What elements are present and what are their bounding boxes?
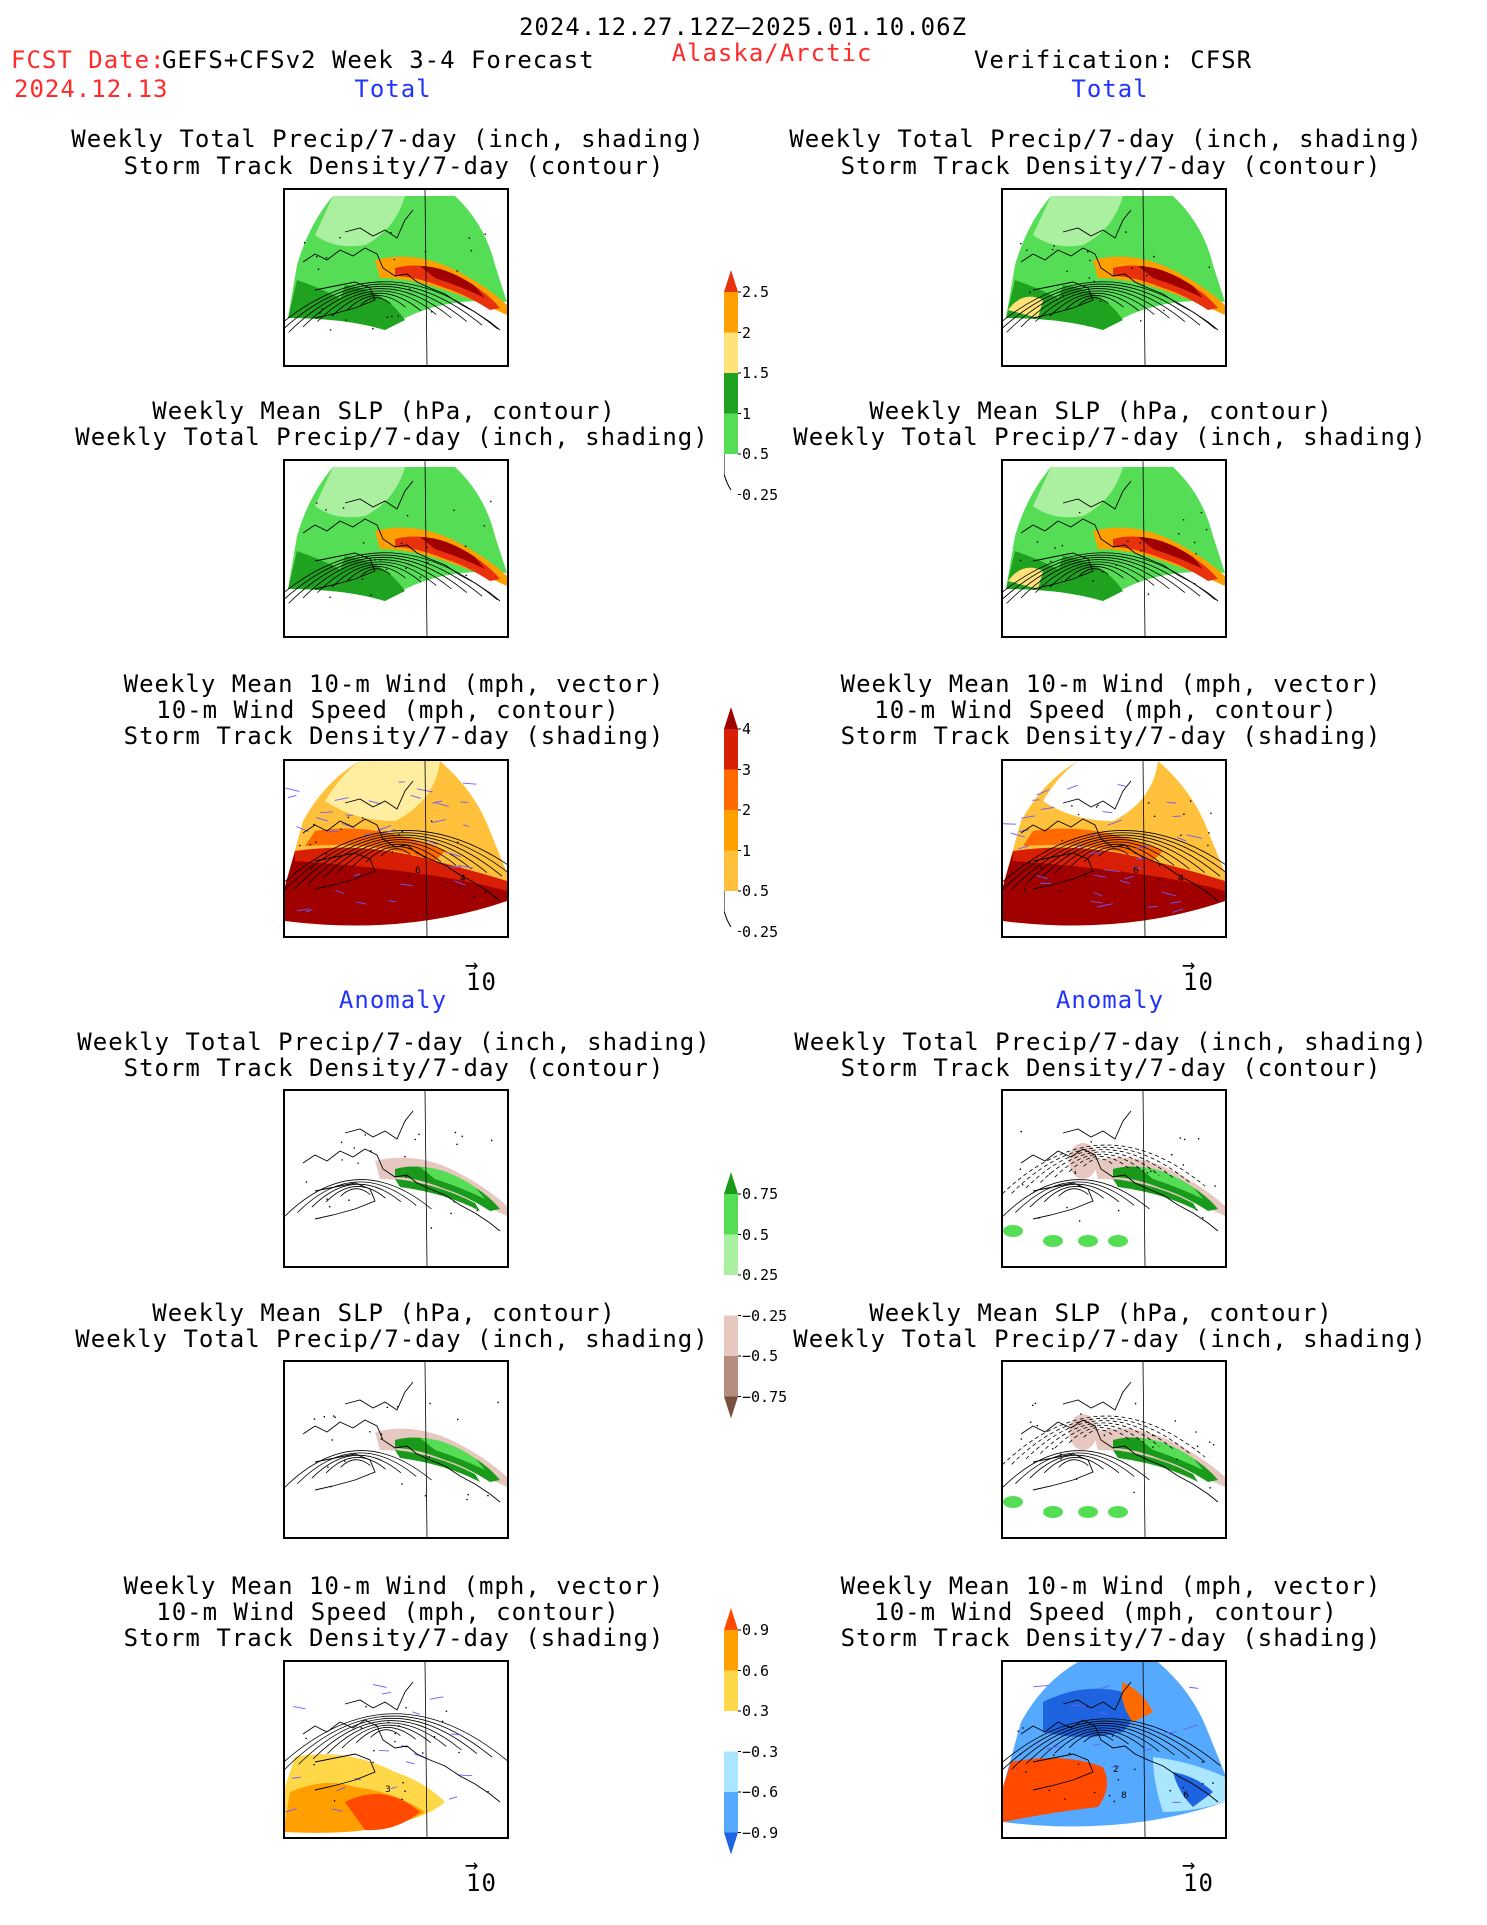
title-r4b: Storm Track Density/7-day (contour) [841, 1055, 1382, 1081]
title-l3b: 10-m Wind Speed (mph, contour) [156, 697, 619, 723]
colorbar-tick-label: 0.25 [742, 487, 778, 503]
contour-label: 6 [1133, 866, 1139, 876]
vector-ref-l6: 10 [466, 1870, 497, 1896]
map-panel-verif-slp-anom [1001, 1360, 1227, 1539]
title-l1a: Weekly Total Precip/7-day (inch, shading… [71, 126, 704, 152]
title-l1b: Storm Track Density/7-day (contour) [124, 153, 665, 179]
title-r5a: Weekly Mean SLP (hPa, contour) [869, 1300, 1332, 1326]
title-r3c: Storm Track Density/7-day (shading) [841, 723, 1382, 749]
title-l6a: Weekly Mean 10-m Wind (mph, vector) [124, 1573, 665, 1599]
map-panel-fcst-wind-total: 64 [283, 759, 509, 938]
map-panel-fcst-precip-anom [283, 1089, 509, 1268]
title-r5b: Weekly Total Precip/7-day (inch, shading… [793, 1326, 1426, 1352]
contour-label: 4 [1178, 874, 1184, 884]
title-l2a: Weekly Mean SLP (hPa, contour) [152, 398, 615, 424]
colorbar-storm-anomaly: 0.9 0.6 0.3 −0.3 −0.6 −0.9 [724, 1608, 784, 1889]
title-r6c: Storm Track Density/7-day (shading) [841, 1625, 1382, 1651]
colorbar-tick-label: 1 [742, 406, 751, 422]
map-panel-verif-wind-total: 64 [1001, 759, 1227, 938]
fcst-date: 2024.12.13 [14, 76, 169, 102]
colorbar-graphic [724, 707, 784, 943]
contour-label: 3 [385, 1785, 391, 1795]
vector-ref-r3: 10 [1183, 969, 1214, 995]
title-r6a: Weekly Mean 10-m Wind (mph, vector) [841, 1573, 1382, 1599]
title-l6b: 10-m Wind Speed (mph, contour) [156, 1599, 619, 1625]
colorbar-tick-label: −0.75 [742, 1389, 787, 1405]
title-l3a: Weekly Mean 10-m Wind (mph, vector) [124, 671, 665, 697]
section-anomaly-right: Anomaly [1056, 987, 1164, 1013]
title-l6c: Storm Track Density/7-day (shading) [124, 1625, 665, 1651]
colorbar-tick-label: −0.5 [742, 1348, 778, 1364]
colorbar-tick-label: 2.5 [742, 284, 769, 300]
section-total-right: Total [1071, 76, 1148, 102]
vector-ref-r6: 10 [1183, 1870, 1214, 1896]
map-panel-verif-precip-anom [1001, 1089, 1227, 1268]
colorbar-tick-label: −0.6 [742, 1784, 778, 1800]
forecast-period: 2024.12.27.12Z–2025.01.10.06Z [519, 14, 967, 40]
contour-label: 6 [415, 866, 421, 876]
region-label: Alaska/Arctic [672, 40, 873, 66]
title-l2b: Weekly Total Precip/7-day (inch, shading… [75, 424, 708, 450]
title-r6b: 10-m Wind Speed (mph, contour) [874, 1599, 1337, 1625]
colorbar-tick-label: 0.9 [742, 1622, 769, 1638]
colorbar-tick-label: 1 [742, 843, 751, 859]
contour-label: 2 [1113, 1765, 1119, 1775]
contour-label: 6 [1183, 1791, 1189, 1801]
title-r3a: Weekly Mean 10-m Wind (mph, vector) [841, 671, 1382, 697]
colorbar-tick-label: 0.25 [742, 1267, 778, 1283]
title-r3b: 10-m Wind Speed (mph, contour) [874, 697, 1337, 723]
title-r2a: Weekly Mean SLP (hPa, contour) [869, 398, 1332, 424]
colorbar-tick-label: 0.3 [742, 1703, 769, 1719]
model-label: GEFS+CFSv2 Week 3-4 Forecast [162, 47, 595, 73]
map-panel-verif-wind-anom: 2 8 6 [1001, 1660, 1227, 1839]
title-r4a: Weekly Total Precip/7-day (inch, shading… [794, 1029, 1427, 1055]
colorbar-tick-label: 0.25 [742, 924, 778, 940]
colorbar-tick-label: 0.5 [742, 1227, 769, 1243]
colorbar-storm-total: 4 3 2 1 0.5 0.25 [724, 707, 784, 947]
colorbar-tick-label: 2 [742, 802, 751, 818]
colorbar-tick-label: 0.5 [742, 446, 769, 462]
verification-label: Verification: CFSR [974, 47, 1252, 73]
title-r2b: Weekly Total Precip/7-day (inch, shading… [793, 424, 1426, 450]
title-r1b: Storm Track Density/7-day (contour) [841, 153, 1382, 179]
contour-label: 4 [460, 874, 466, 884]
colorbar-tick-label: −0.25 [742, 1308, 787, 1324]
colorbar-tick-label: 1.5 [742, 365, 769, 381]
title-l4a: Weekly Total Precip/7-day (inch, shading… [77, 1029, 710, 1055]
colorbar-tick-label: 2 [742, 325, 751, 341]
map-panel-verif-slp-total [1001, 459, 1227, 638]
map-panel-verif-precip-total [1001, 188, 1227, 367]
colorbar-precip-total: 2.5 2 1.5 1 0.5 0.25 [724, 270, 784, 510]
fcst-date-label: FCST Date: [11, 47, 166, 73]
colorbar-tick-label: −0.9 [742, 1825, 778, 1841]
contour-label: 8 [1121, 1791, 1127, 1801]
colorbar-graphic [724, 270, 784, 506]
colorbar-tick-label: 0.6 [742, 1663, 769, 1679]
map-panel-fcst-slp-total [283, 459, 509, 638]
map-panel-fcst-precip-total [283, 188, 509, 367]
colorbar-tick-label: 3 [742, 762, 751, 778]
colorbar-tick-label: 4 [742, 721, 751, 737]
colorbar-tick-label: 0.75 [742, 1186, 778, 1202]
vector-ref-l3: 10 [466, 969, 497, 995]
colorbar-tick-label: 0.5 [742, 883, 769, 899]
title-l4b: Storm Track Density/7-day (contour) [124, 1055, 665, 1081]
section-anomaly-left: Anomaly [339, 987, 447, 1013]
title-r1a: Weekly Total Precip/7-day (inch, shading… [789, 126, 1422, 152]
title-l5b: Weekly Total Precip/7-day (inch, shading… [75, 1326, 708, 1352]
map-panel-fcst-wind-anom: 3 [283, 1660, 509, 1839]
map-panel-fcst-slp-anom [283, 1360, 509, 1539]
title-l3c: Storm Track Density/7-day (shading) [124, 723, 665, 749]
section-total-left: Total [354, 76, 431, 102]
title-l5a: Weekly Mean SLP (hPa, contour) [152, 1300, 615, 1326]
colorbar-precip-anomaly: 0.75 0.5 0.25 −0.25 −0.5 −0.75 [724, 1172, 784, 1453]
colorbar-tick-label: −0.3 [742, 1744, 778, 1760]
